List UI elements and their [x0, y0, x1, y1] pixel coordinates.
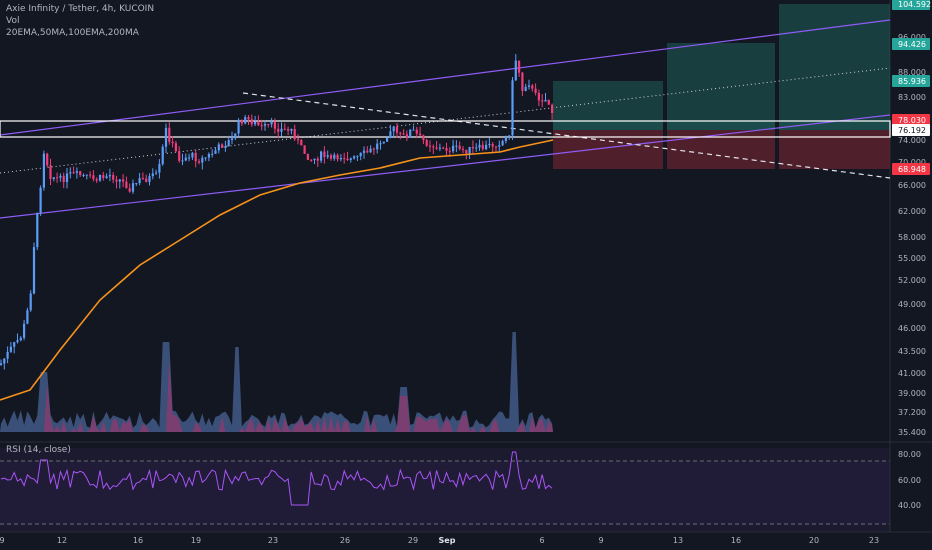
time-tick: 13: [673, 536, 683, 545]
time-tick: 16: [731, 536, 741, 545]
rsi-tick: 60.00: [898, 476, 921, 485]
time-tick: Sep: [439, 536, 456, 545]
price-tick: 74.000: [898, 136, 926, 145]
price-axis[interactable]: 96.000 88.000 83.000 74.000 70.000 66.000 62.0…: [898, 33, 926, 437]
time-tick: 26: [340, 536, 350, 545]
rsi-axis: 80.00 60.00 40.00: [898, 450, 921, 510]
price-tick: 49.000: [898, 300, 926, 309]
price-label: 94.426: [898, 40, 926, 49]
rsi-tick: 80.00: [898, 450, 921, 459]
price-tick: 52.000: [898, 276, 926, 285]
time-tick: 20: [809, 536, 819, 545]
time-tick: 19: [191, 536, 201, 545]
price-label: 104.592: [898, 0, 931, 9]
price-label: 68.948: [898, 165, 926, 174]
price-tick: 88.000: [898, 68, 926, 77]
channel-upper[interactable]: [0, 19, 891, 136]
time-axis[interactable]: 9 12 16 19 23 26 29 Sep 6 9 13 16 20 23: [0, 536, 879, 545]
time-tick: 9: [598, 536, 603, 545]
price-tick: 58.000: [898, 233, 926, 242]
rsi-line[interactable]: [0, 451, 553, 506]
time-tick: 29: [408, 536, 418, 545]
price-tick: 83.000: [898, 93, 926, 102]
price-tick: 35.400: [898, 428, 926, 437]
time-tick: 6: [539, 536, 544, 545]
price-tick: 39.000: [898, 389, 926, 398]
time-tick: 12: [57, 536, 67, 545]
price-tick: 37.200: [898, 408, 926, 417]
price-tick: 43.500: [898, 347, 926, 356]
price-label: 76.192: [898, 126, 926, 135]
price-tick: 41.000: [898, 369, 926, 378]
volume-histogram: [0, 332, 553, 432]
time-tick: 16: [133, 536, 143, 545]
support-zone[interactable]: [0, 120, 891, 138]
price-tick: 62.000: [898, 207, 926, 216]
rsi-tick: 40.00: [898, 501, 921, 510]
price-label: 78.030: [898, 116, 926, 125]
time-tick: 23: [268, 536, 278, 545]
time-tick: 23: [869, 536, 879, 545]
price-tick: 55.000: [898, 254, 926, 263]
price-tick: 96.000: [898, 33, 926, 42]
candlesticks: [0, 54, 554, 370]
volume-legend[interactable]: Vol: [6, 16, 20, 26]
price-tick: 46.000: [898, 324, 926, 333]
time-tick: 9: [0, 536, 5, 545]
ma-legend[interactable]: 20EMA,50MA,100EMA,200MA: [6, 28, 139, 38]
downtrend-line[interactable]: [242, 92, 891, 179]
moving-average-line[interactable]: [0, 139, 554, 401]
price-label: 85.936: [898, 77, 926, 86]
channel-lower[interactable]: [0, 114, 891, 219]
symbol-legend[interactable]: Axie Infinity / Tether, 4h, KUCOIN: [6, 4, 155, 14]
price-tick: 66.000: [898, 181, 926, 190]
price-tick: 70.000: [898, 158, 926, 167]
rsi-legend[interactable]: RSI (14, close): [6, 445, 71, 455]
